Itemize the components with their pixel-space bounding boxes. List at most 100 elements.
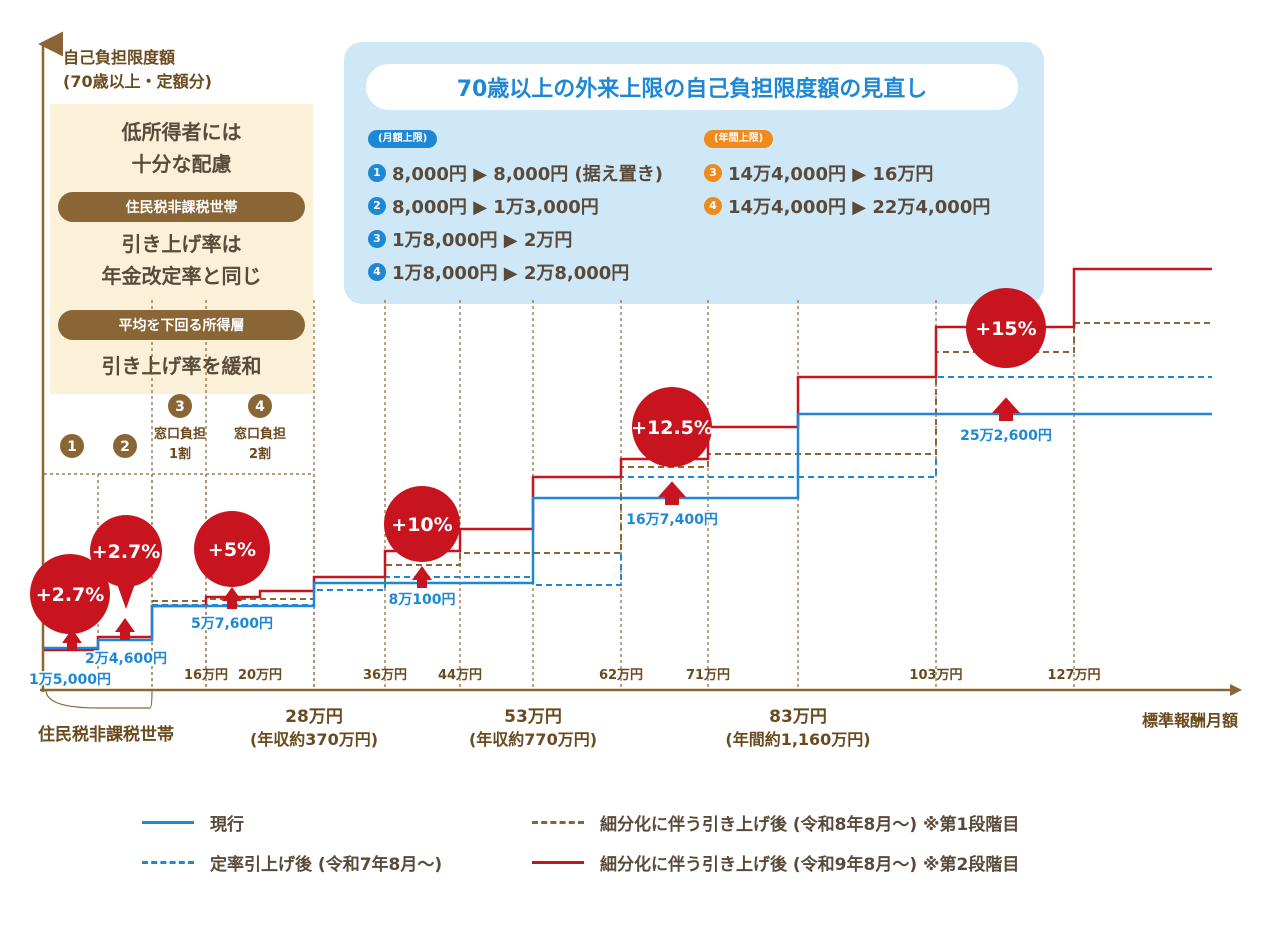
annual-item-number: 3 [704, 163, 722, 182]
monthly-item-number: 3 [368, 229, 386, 248]
legend-swatch-solid-red [532, 861, 584, 864]
x-axis-label: 標準報酬月額 [1142, 711, 1238, 730]
segment-bracket-top [44, 473, 315, 690]
increase-badge [384, 486, 460, 562]
increase-badge [194, 511, 270, 587]
increase-badge-label: +10% [391, 514, 452, 536]
region-brace [45, 689, 153, 709]
increase-badge-label: +2.7% [92, 541, 161, 563]
monthly-item: 1 8,000円 ▶ 8,000円 (据え置き) [368, 156, 663, 189]
x-tick-label: 71万円 [686, 668, 730, 683]
legend-swatch-solid-blue [142, 821, 194, 824]
legend-item-current: 現行 [142, 810, 244, 835]
increase-arrow [412, 566, 432, 588]
current-value-label: 2万4,600円 [85, 651, 167, 667]
monthly-item-text: 1万8,000円 ▶ 2万円 [392, 229, 573, 251]
x-tick-label: 36万円 [363, 668, 407, 683]
x-tick-label: 103万円 [909, 668, 962, 683]
x-tick-label: 62万円 [599, 668, 643, 683]
y-axis-label-line1: 自己負担限度額 [63, 48, 175, 67]
policy-text-1-line2: 十分な配慮 [131, 152, 232, 176]
increase-badge-label: +12.5% [631, 417, 713, 439]
legend-label-current: 現行 [210, 815, 244, 835]
increase-badge [90, 515, 162, 587]
monthly-item: 2 8,000円 ▶ 1万3,000円 [368, 189, 663, 222]
legend-item-fixed-rate: 定率引上げ後 (令和7年8月〜) [142, 850, 442, 875]
segment-marker-1 [60, 434, 84, 458]
legend-swatch-dashed-blue [142, 861, 194, 864]
increase-badge-label: +2.7% [36, 584, 105, 606]
legend-item-stage1: 細分化に伴う引き上げ後 (令和8年8月〜) ※第1段階目 [532, 810, 1019, 835]
badge-pointer [116, 581, 136, 609]
annual-item: 4 14万4,000円 ▶ 22万4,000円 [704, 189, 990, 222]
monthly-column: (月額上限) 1 8,000円 ▶ 8,000円 (据え置き) 2 8,000円 ▶ … [368, 126, 663, 288]
legend-label-stage2: 細分化に伴う引き上げ後 (令和9年8月〜) ※第2段階目 [600, 855, 1020, 875]
segment-marker-number: 4 [255, 399, 265, 415]
policy-bar-2: 平均を下回る所得層 [58, 310, 305, 340]
increase-badge-label: +15% [975, 318, 1036, 340]
series-current-line [44, 412, 1212, 650]
current-value-label: 8万100円 [389, 592, 456, 608]
annual-label: (年間上限) [704, 130, 774, 148]
segment-marker-number: 3 [175, 399, 185, 415]
segment-marker-number: 1 [67, 439, 77, 455]
annual-item: 3 14万4,000円 ▶ 16万円 [704, 156, 990, 189]
increase-arrow [222, 587, 242, 609]
x-major-value: 28万円 [285, 707, 343, 727]
current-value-label: 5万7,600円 [191, 616, 273, 632]
segment-marker-4 [248, 394, 272, 418]
legend-label-fixed-rate: 定率引上げ後 (令和7年8月〜) [210, 855, 443, 875]
current-value-label: 25万2,600円 [960, 428, 1052, 444]
series-fixed-rate-line [152, 376, 1212, 606]
x-tick-label: 127万円 [1047, 668, 1100, 683]
x-major-note: (年間約1,160万円) [725, 730, 870, 749]
policy-text-2-line1: 引き上げ率は [121, 232, 242, 256]
increase-arrow [992, 397, 1020, 421]
annual-item-text: 14万4,000円 ▶ 22万4,000円 [728, 196, 991, 218]
annual-item-number: 4 [704, 196, 722, 215]
monthly-item-number: 1 [368, 163, 386, 182]
x-region-label: 住民税非課税世帯 [38, 724, 174, 745]
increase-badge [632, 387, 712, 467]
monthly-label: (月額上限) [368, 130, 438, 148]
monthly-item: 3 1万8,000円 ▶ 2万円 [368, 222, 663, 255]
monthly-item-number: 4 [368, 262, 386, 281]
increase-arrow [658, 481, 686, 505]
increase-arrow [62, 629, 82, 651]
segment-bracket-dividers [97, 474, 207, 690]
x-major-value: 83万円 [769, 707, 827, 727]
segment-marker-2 [113, 434, 137, 458]
current-value-label: 16万7,400円 [626, 512, 718, 528]
y-axis-label-line2: (70歳以上・定額分) [63, 72, 212, 91]
segment-marker-label-line2: 2割 [249, 446, 271, 462]
annual-item-text: 14万4,000円 ▶ 16万円 [728, 163, 934, 185]
monthly-item-text: 8,000円 ▶ 8,000円 (据え置き) [392, 163, 663, 185]
policy-bar-1: 住民税非課税世帯 [58, 192, 305, 222]
x-tick-label: 20万円 [238, 668, 282, 683]
segment-marker-3 [168, 394, 192, 418]
x-axis-arrow [1230, 684, 1242, 696]
current-value-label: 1万5,000円 [29, 672, 111, 688]
policy-text-1-line1: 低所得者には [121, 120, 242, 144]
x-major-note: (年収約770万円) [469, 730, 597, 749]
segment-marker-number: 2 [120, 439, 130, 455]
policy-text-2-line2: 年金改定率と同じ [101, 264, 262, 288]
x-tick-label: 16万円 [184, 668, 228, 683]
segment-marker-label-line1: 窓口負担 [154, 426, 206, 442]
monthly-item-text: 1万8,000円 ▶ 2万8,000円 [392, 262, 630, 284]
segment-marker-label-line1: 窓口負担 [234, 426, 286, 442]
monthly-item: 4 1万8,000円 ▶ 2万8,000円 [368, 255, 663, 288]
x-major-value: 53万円 [504, 707, 562, 727]
policy-column: 低所得者には 十分な配慮 住民税非課税世帯 引き上げ率は 年金改定率と同じ 平均… [50, 104, 313, 394]
x-major-note: (年収約370万円) [250, 730, 378, 749]
policy-text-2: 引き上げ率は 年金改定率と同じ [50, 228, 313, 292]
legend-swatch-dashed-brown [532, 821, 584, 824]
legend-item-stage2: 細分化に伴う引き上げ後 (令和9年8月〜) ※第2段階目 [532, 850, 1019, 875]
policy-text-3: 引き上げ率を緩和 [101, 354, 262, 378]
policy-text-1: 低所得者には 十分な配慮 [50, 116, 313, 180]
panel-title: 70歳以上の外来上限の自己負担限度額の見直し [366, 64, 1018, 110]
info-panel: 70歳以上の外来上限の自己負担限度額の見直し (月額上限) 1 8,000円 ▶ … [344, 42, 1044, 304]
x-tick-label: 44万円 [438, 668, 482, 683]
increase-arrow [115, 618, 135, 640]
